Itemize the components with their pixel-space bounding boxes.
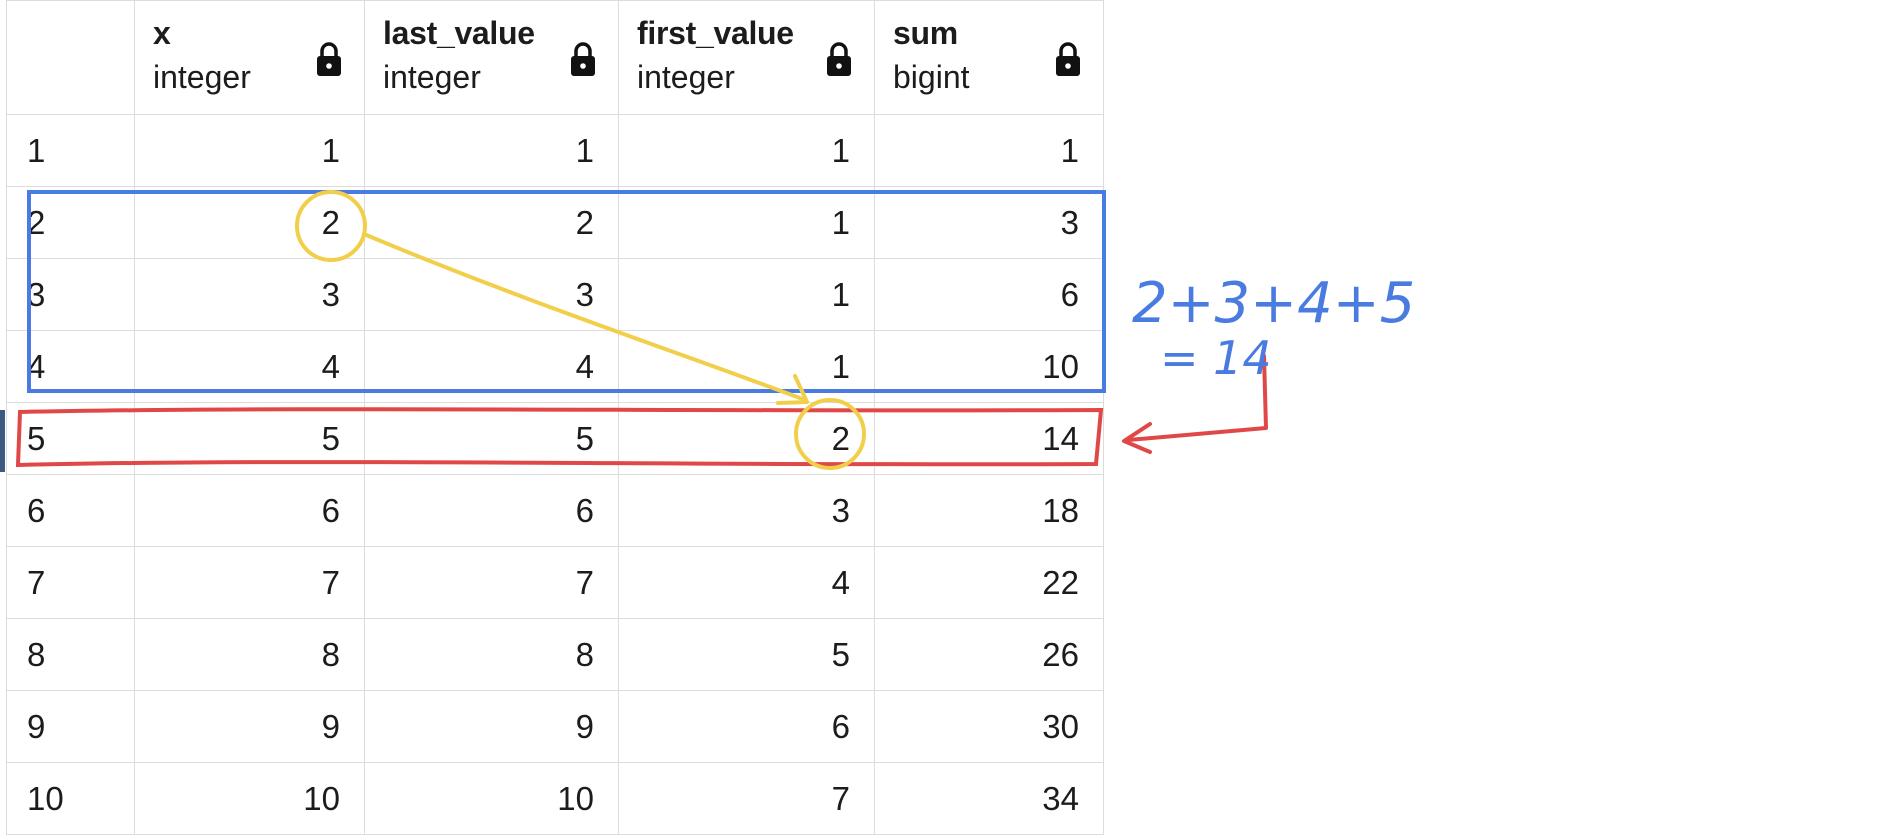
table-row[interactable]: 10 10 10 7 34: [6, 762, 1104, 835]
cell-last-value[interactable]: 8: [364, 618, 619, 691]
column-header-first-value[interactable]: first_value integer: [618, 0, 875, 115]
cell-last-value[interactable]: 6: [364, 474, 619, 547]
cell-last-value[interactable]: 4: [364, 330, 619, 403]
row-number[interactable]: 9: [6, 690, 135, 763]
lock-icon: [317, 42, 341, 76]
row-number[interactable]: 1: [6, 114, 135, 187]
cell-last-value[interactable]: 7: [364, 546, 619, 619]
table-row[interactable]: 2 2 2 1 3: [6, 186, 1104, 259]
cell-x[interactable]: 4: [134, 330, 365, 403]
row-number[interactable]: 6: [6, 474, 135, 547]
cell-x[interactable]: 2: [134, 186, 365, 259]
lock-icon: [571, 42, 595, 76]
row-number[interactable]: 3: [6, 258, 135, 331]
cell-x[interactable]: 9: [134, 690, 365, 763]
cell-x[interactable]: 7: [134, 546, 365, 619]
cell-first-value[interactable]: 1: [618, 114, 875, 187]
row-number[interactable]: 2: [6, 186, 135, 259]
row-number-header[interactable]: [6, 0, 135, 115]
cell-last-value[interactable]: 2: [364, 186, 619, 259]
column-type: integer: [153, 59, 251, 95]
cell-last-value[interactable]: 3: [364, 258, 619, 331]
row-number[interactable]: 10: [6, 762, 135, 835]
lock-icon: [1056, 42, 1080, 76]
table-row[interactable]: 8 8 8 5 26: [6, 618, 1104, 691]
table-row[interactable]: 4 4 4 1 10: [6, 330, 1104, 403]
row-number[interactable]: 8: [6, 618, 135, 691]
cell-x[interactable]: 1: [134, 114, 365, 187]
cell-last-value[interactable]: 10: [364, 762, 619, 835]
sum-pointer-line: [1126, 354, 1268, 442]
column-header-sum[interactable]: sum bigint: [874, 0, 1104, 115]
cell-last-value[interactable]: 1: [364, 114, 619, 187]
active-row-indicator: [0, 410, 5, 472]
cell-sum[interactable]: 26: [874, 618, 1104, 691]
cell-first-value[interactable]: 1: [618, 330, 875, 403]
lock-icon: [827, 42, 851, 76]
cell-sum[interactable]: 18: [874, 474, 1104, 547]
cell-first-value[interactable]: 6: [618, 690, 875, 763]
cell-sum[interactable]: 14: [874, 402, 1104, 475]
column-name: first_value: [637, 15, 794, 51]
table-row[interactable]: 6 6 6 3 18: [6, 474, 1104, 547]
cell-sum[interactable]: 1: [874, 114, 1104, 187]
row-number[interactable]: 7: [6, 546, 135, 619]
table-row[interactable]: 1 1 1 1 1: [6, 114, 1104, 187]
sum-result-note: = 14: [1160, 331, 1272, 385]
cell-first-value[interactable]: 2: [618, 402, 875, 475]
column-header-last-value[interactable]: last_value integer: [364, 0, 619, 115]
cell-x[interactable]: 3: [134, 258, 365, 331]
cell-first-value[interactable]: 1: [618, 186, 875, 259]
column-name: last_value: [383, 15, 535, 51]
cell-first-value[interactable]: 1: [618, 258, 875, 331]
cell-sum[interactable]: 34: [874, 762, 1104, 835]
column-header-x[interactable]: x integer: [134, 0, 365, 115]
cell-x[interactable]: 8: [134, 618, 365, 691]
cell-sum[interactable]: 30: [874, 690, 1104, 763]
header-row: x integer last_value integer first_val: [6, 0, 1104, 115]
table-row[interactable]: 7 7 7 4 22: [6, 546, 1104, 619]
cell-last-value[interactable]: 9: [364, 690, 619, 763]
column-type: integer: [383, 59, 481, 95]
cell-x[interactable]: 10: [134, 762, 365, 835]
cell-sum[interactable]: 10: [874, 330, 1104, 403]
table-row[interactable]: 9 9 9 6 30: [6, 690, 1104, 763]
column-name: x: [153, 15, 171, 51]
column-type: integer: [637, 59, 735, 95]
cell-sum[interactable]: 3: [874, 186, 1104, 259]
table-row[interactable]: 3 3 3 1 6: [6, 258, 1104, 331]
results-grid: x integer last_value integer first_val: [6, 0, 1104, 835]
cell-first-value[interactable]: 3: [618, 474, 875, 547]
column-type: bigint: [893, 59, 970, 95]
sum-expression-note: 2+3+4+5: [1132, 271, 1415, 336]
cell-first-value[interactable]: 4: [618, 546, 875, 619]
row-number[interactable]: 4: [6, 330, 135, 403]
column-name: sum: [893, 15, 958, 51]
cell-first-value[interactable]: 7: [618, 762, 875, 835]
cell-sum[interactable]: 22: [874, 546, 1104, 619]
cell-sum[interactable]: 6: [874, 258, 1104, 331]
sum-pointer-head: [1122, 422, 1152, 454]
table-row-selected[interactable]: 5 5 5 2 14: [6, 402, 1104, 475]
cell-x[interactable]: 5: [134, 402, 365, 475]
row-number[interactable]: 5: [6, 402, 135, 475]
cell-x[interactable]: 6: [134, 474, 365, 547]
cell-last-value[interactable]: 5: [364, 402, 619, 475]
cell-first-value[interactable]: 5: [618, 618, 875, 691]
